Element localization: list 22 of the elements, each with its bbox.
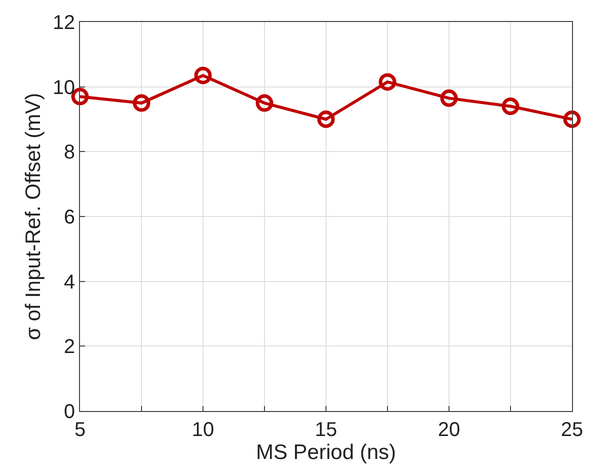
point bbox=[194, 66, 212, 84]
x-tick-label: 15 bbox=[314, 419, 338, 441]
point bbox=[256, 94, 274, 112]
point bbox=[317, 110, 335, 128]
point bbox=[563, 110, 581, 128]
x-tick-label: 5 bbox=[74, 419, 86, 441]
y-tick-label: 2 bbox=[64, 336, 75, 358]
point bbox=[132, 94, 150, 112]
x-axis-title: MS Period (ns) bbox=[256, 441, 396, 464]
y-tick-label: 8 bbox=[64, 142, 75, 164]
y-axis-title: σ of Input-Ref. Offset (mV) bbox=[22, 92, 45, 340]
y-tick-label: 12 bbox=[52, 12, 75, 34]
y-tick-label: 0 bbox=[64, 401, 75, 423]
x-tick-label: 20 bbox=[438, 419, 460, 441]
point bbox=[378, 73, 396, 91]
y-tick-label: 6 bbox=[64, 206, 75, 228]
y-tick-label: 10 bbox=[52, 76, 75, 99]
point bbox=[440, 89, 458, 107]
x-tick-label: 10 bbox=[192, 419, 214, 441]
y-tick-label: 4 bbox=[64, 271, 75, 294]
point bbox=[502, 98, 520, 116]
x-tick-label: 25 bbox=[560, 419, 584, 441]
